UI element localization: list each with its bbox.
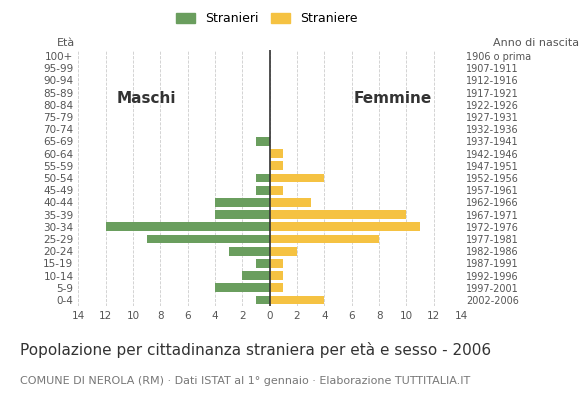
- Bar: [270, 222, 420, 231]
- Bar: [242, 271, 270, 280]
- Bar: [215, 283, 270, 292]
- Bar: [270, 186, 284, 194]
- Bar: [215, 210, 270, 219]
- Bar: [270, 149, 284, 158]
- Bar: [256, 296, 270, 304]
- Bar: [256, 186, 270, 194]
- Bar: [270, 259, 284, 268]
- Bar: [270, 247, 297, 256]
- Bar: [270, 174, 324, 182]
- Bar: [270, 296, 324, 304]
- Text: Anno di nascita: Anno di nascita: [493, 38, 579, 48]
- Bar: [270, 198, 311, 207]
- Text: Popolazione per cittadinanza straniera per età e sesso - 2006: Popolazione per cittadinanza straniera p…: [20, 342, 491, 358]
- Text: Femmine: Femmine: [354, 91, 432, 106]
- Bar: [256, 137, 270, 146]
- Bar: [270, 162, 284, 170]
- Bar: [270, 210, 407, 219]
- Text: Maschi: Maschi: [117, 91, 176, 106]
- Bar: [147, 234, 270, 243]
- Bar: [270, 234, 379, 243]
- Text: Età: Età: [57, 38, 75, 48]
- Bar: [270, 271, 284, 280]
- Bar: [229, 247, 270, 256]
- Bar: [256, 259, 270, 268]
- Legend: Stranieri, Straniere: Stranieri, Straniere: [171, 7, 362, 30]
- Bar: [256, 174, 270, 182]
- Bar: [215, 198, 270, 207]
- Bar: [270, 283, 284, 292]
- Text: COMUNE DI NEROLA (RM) · Dati ISTAT al 1° gennaio · Elaborazione TUTTITALIA.IT: COMUNE DI NEROLA (RM) · Dati ISTAT al 1°…: [20, 376, 470, 386]
- Bar: [106, 222, 270, 231]
